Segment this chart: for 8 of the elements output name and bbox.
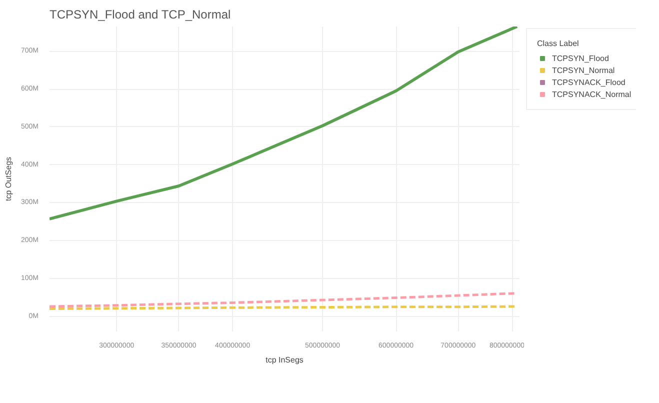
- x-axis-title: tcp InSegs: [266, 356, 304, 364]
- legend-label: TCPSYN_Flood: [552, 53, 609, 63]
- legend-label: TCPSYN_Normal: [552, 65, 615, 75]
- y-axis-title: tcp OutSegs: [4, 156, 13, 202]
- legend-label: TCPSYNACK_Normal: [552, 89, 632, 99]
- legend-title: Class Label: [537, 39, 580, 48]
- chart-title: TCPSYN_Flood and TCP_Normal: [50, 8, 231, 22]
- legend-label: TCPSYNACK_Flood: [552, 77, 626, 87]
